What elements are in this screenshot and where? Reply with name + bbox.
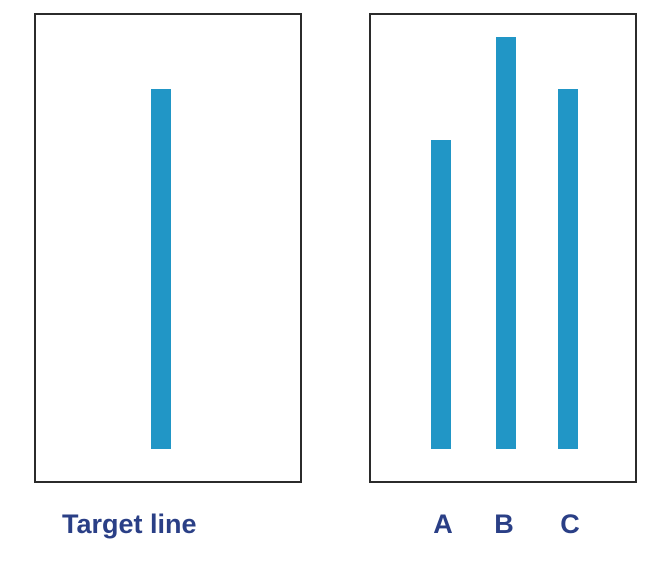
comparison-panel (369, 13, 637, 483)
target-line-bar (151, 89, 171, 449)
comparison-label-b: B (494, 509, 514, 539)
target-line-label: Target line (62, 509, 197, 539)
target-panel (34, 13, 302, 483)
comparison-label-c: C (560, 509, 580, 539)
comparison-line-b-bar (496, 37, 516, 449)
comparison-line-c-bar (558, 89, 578, 449)
comparison-label-a: A (433, 509, 453, 539)
comparison-line-a-bar (431, 140, 451, 449)
